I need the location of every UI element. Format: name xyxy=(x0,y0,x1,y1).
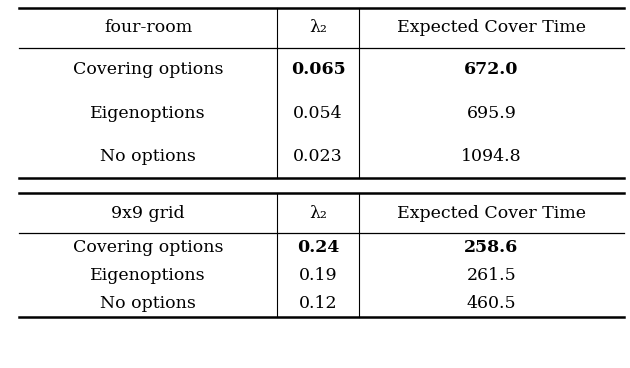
Text: No options: No options xyxy=(100,294,196,311)
Text: λ₂: λ₂ xyxy=(309,20,327,36)
Text: 258.6: 258.6 xyxy=(464,238,518,255)
Text: Eigenoptions: Eigenoptions xyxy=(90,105,206,121)
Text: 1094.8: 1094.8 xyxy=(461,148,522,165)
Text: 9x9 grid: 9x9 grid xyxy=(112,205,185,222)
Text: Covering options: Covering options xyxy=(73,238,223,255)
Text: Expected Cover Time: Expected Cover Time xyxy=(397,205,586,222)
Text: 0.12: 0.12 xyxy=(299,294,338,311)
Text: 0.19: 0.19 xyxy=(299,266,338,283)
Text: 261.5: 261.5 xyxy=(467,266,516,283)
Text: four-room: four-room xyxy=(104,20,192,36)
Text: 460.5: 460.5 xyxy=(467,294,516,311)
Text: 0.054: 0.054 xyxy=(294,105,343,121)
Text: 0.023: 0.023 xyxy=(294,148,343,165)
Text: 0.065: 0.065 xyxy=(291,61,345,78)
Text: Expected Cover Time: Expected Cover Time xyxy=(397,20,586,36)
Text: Covering options: Covering options xyxy=(73,61,223,78)
Text: 672.0: 672.0 xyxy=(464,61,518,78)
Text: λ₂: λ₂ xyxy=(309,205,327,222)
Text: 695.9: 695.9 xyxy=(466,105,517,121)
Text: Eigenoptions: Eigenoptions xyxy=(90,266,206,283)
Text: No options: No options xyxy=(100,148,196,165)
Text: 0.24: 0.24 xyxy=(297,238,340,255)
